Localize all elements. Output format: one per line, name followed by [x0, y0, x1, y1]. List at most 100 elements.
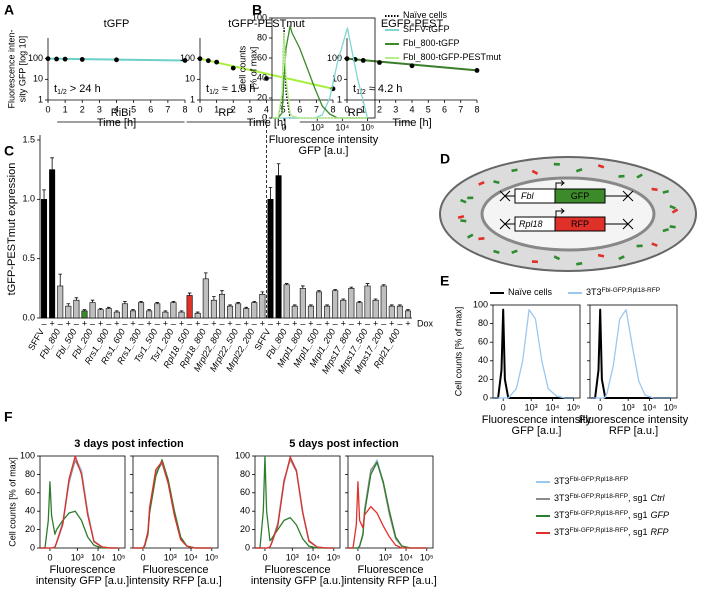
- dox-sign: +: [66, 318, 71, 328]
- dox-sign: –: [171, 318, 176, 328]
- x-tick-label: 10⁴: [545, 402, 559, 412]
- bar: [324, 305, 331, 319]
- x-tick-label: 4: [114, 104, 119, 114]
- y-axis-label: tGFP-PESTmut expression: [6, 163, 18, 296]
- error-bar: [131, 309, 135, 311]
- mrna-dash: [457, 214, 465, 220]
- bar: [65, 305, 72, 319]
- x-tick-label: 10⁴: [642, 402, 656, 412]
- x-tick-label: 10⁴: [399, 552, 413, 562]
- bar: [210, 299, 217, 319]
- y-tick-label: 100: [20, 450, 35, 460]
- y-tick-label: 100: [252, 12, 267, 22]
- y-tick-label: 60: [25, 487, 35, 497]
- error-bar: [236, 302, 240, 304]
- x-axis-label: intensity GFP [a.u.]: [36, 575, 129, 587]
- data-point: [45, 56, 51, 62]
- dox-sign: +: [49, 318, 54, 328]
- x-tick-label: 10⁵: [567, 402, 581, 412]
- annotation-part: t: [353, 83, 356, 95]
- x-tick-label: 8: [182, 104, 187, 114]
- x-tick-label: 2: [377, 104, 382, 114]
- bar: [340, 299, 347, 319]
- dox-sign: –: [268, 318, 273, 328]
- bar: [259, 293, 266, 319]
- error-bar: [212, 296, 216, 301]
- dox-sign: –: [397, 318, 402, 328]
- bar: [130, 310, 137, 319]
- x-axis-label: Fluorescence: [357, 564, 423, 576]
- mrna-dash: [669, 204, 676, 210]
- error-bar: [98, 308, 103, 310]
- fit-line: [199, 57, 334, 90]
- x-tick-label: 10⁵: [664, 402, 678, 412]
- group-label: RiBi: [111, 107, 131, 119]
- dox-sign: +: [82, 318, 87, 328]
- plot-frame: [347, 455, 434, 549]
- bar: [299, 288, 306, 319]
- data-point: [230, 65, 236, 71]
- mrna-dash: [493, 180, 500, 185]
- mrna-dash: [467, 196, 474, 200]
- y-axis-label: Cell counts [% of max]: [7, 457, 17, 547]
- data-point: [62, 56, 68, 62]
- y-tick-label: 100: [28, 53, 43, 63]
- bar: [404, 310, 411, 319]
- dox-sign: –: [349, 318, 354, 328]
- error-bar: [42, 189, 46, 200]
- legend-label-part: Fbl-GFP;Rpl18-RFP: [570, 476, 629, 483]
- bar: [291, 305, 298, 319]
- bar: [178, 311, 185, 319]
- y-tick-label: 0: [30, 542, 35, 552]
- mrna-dash: [597, 164, 605, 169]
- promoter-label: Fbl: [521, 191, 535, 201]
- y-axis-label: Cell counts: [237, 45, 247, 90]
- data-point: [264, 76, 269, 81]
- dox-sign: +: [341, 318, 346, 328]
- x-tick-label: 4: [409, 104, 414, 114]
- x-tick-label: 10³: [286, 552, 299, 562]
- plot-frame: [254, 455, 341, 549]
- dox-sign: –: [252, 318, 257, 328]
- group-label: RP: [348, 107, 363, 119]
- legend-label-part: , sg1: [628, 527, 648, 537]
- y-tick-label: 1.0: [22, 194, 35, 204]
- histogram-curve: [493, 309, 574, 399]
- x-tick-label: 1: [214, 104, 219, 114]
- error-bar: [357, 300, 362, 303]
- panel-letter: A: [4, 2, 14, 18]
- bar: [202, 278, 209, 319]
- x-tick-label: 5: [426, 104, 431, 114]
- y-tick-label: 40: [478, 355, 488, 365]
- bar: [57, 285, 64, 319]
- dox-sign: +: [324, 318, 329, 328]
- x-axis-label: intensity RFP [a.u.]: [129, 575, 222, 587]
- x-tick-label: 0: [598, 402, 603, 412]
- legend-label: Fbl_800-tGFP: [403, 38, 460, 48]
- legend-label-part: RFP: [651, 527, 669, 537]
- annotation-part: 1/2: [57, 89, 67, 96]
- legend-label-part: Fbl-GFP;Rpl18-RFP: [570, 510, 629, 517]
- dox-sign: –: [203, 318, 208, 328]
- histogram-curve: [133, 460, 212, 549]
- error-bar: [195, 311, 200, 314]
- legend-label-part: , sg1: [628, 510, 648, 520]
- mrna-dash: [575, 261, 583, 266]
- bar: [396, 305, 403, 319]
- legend-label-part: Fbl-GFP;Rpl18-RFP: [602, 287, 661, 294]
- dox-sign: –: [42, 318, 47, 328]
- legend-label-part: 3T3: [554, 510, 570, 520]
- reporter-label: GFP: [571, 191, 590, 201]
- x-tick-label: 10⁵: [327, 552, 341, 562]
- x-tick-label: 6: [297, 104, 302, 114]
- legend-label: Naïve cells: [508, 287, 553, 297]
- error-bar: [155, 302, 160, 304]
- y-tick-label: 20: [25, 524, 35, 534]
- dox-sign: +: [292, 318, 297, 328]
- error-bar: [389, 304, 394, 307]
- legend-label: SFFV-tGFP: [403, 24, 450, 34]
- plot-frame: [132, 455, 219, 549]
- y-tick-label: 100: [327, 53, 342, 63]
- x-tick-label: 10⁵: [420, 552, 434, 562]
- panel-letter: F: [4, 409, 13, 425]
